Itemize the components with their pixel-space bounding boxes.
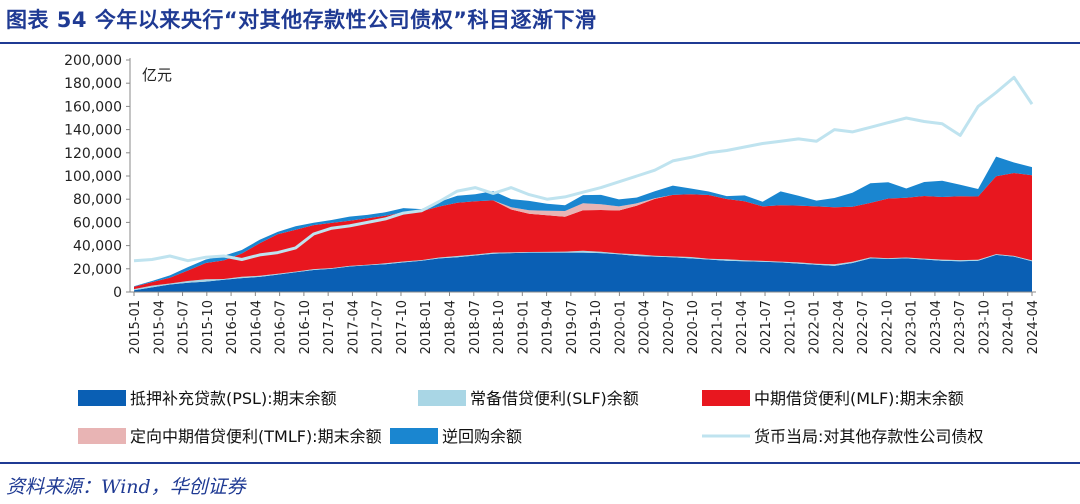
x-tick-label: 2020-04 — [638, 300, 653, 354]
x-tick-label: 2022-07 — [856, 300, 871, 354]
x-tick-label: 2021-01 — [710, 300, 725, 354]
x-tick-label: 2019-01 — [516, 300, 531, 354]
x-tick-label: 2023-04 — [929, 300, 944, 354]
x-tick-label: 2019-07 — [565, 300, 580, 354]
x-tick-label: 2016-10 — [298, 300, 313, 354]
x-tick-label: 2017-10 — [395, 300, 410, 354]
x-tick-label: 2020-01 — [613, 300, 628, 354]
legend-swatch-repo — [390, 428, 438, 444]
y-tick-label: 160,000 — [64, 99, 122, 115]
footer-rule — [0, 462, 1080, 464]
x-tick-label: 2022-10 — [880, 300, 895, 354]
source-note: 资料来源：Wind，华创证券 — [6, 476, 246, 498]
x-tick-label: 2017-04 — [346, 300, 361, 354]
legend-swatch-slf — [418, 390, 466, 406]
x-tick-label: 2024-04 — [1026, 300, 1041, 354]
legend: 抵押补充贷款(PSL):期末余额 常备借贷便利(SLF)余额 中期借贷便利(MLF)… — [78, 389, 983, 446]
x-tick-label: 2018-01 — [419, 300, 434, 354]
y-tick-label: 200,000 — [64, 53, 122, 69]
x-tick-label: 2015-07 — [177, 300, 192, 354]
x-tick-label: 2021-07 — [759, 300, 774, 354]
x-tick-label: 2024-01 — [1002, 300, 1017, 354]
legend-label-tmlf: 定向中期借贷便利(TMLF):期末余额 — [130, 427, 382, 446]
y-tick-label: 140,000 — [64, 123, 122, 139]
y-axis: 0 20,000 40,000 60,000 80,000 100,000 120,000 1… — [64, 53, 131, 301]
x-tick-label: 2023-10 — [977, 300, 992, 354]
x-tick-label: 2017-01 — [322, 300, 337, 354]
y-tick-label: 60,000 — [73, 215, 122, 231]
legend-label-psl: 抵押补充贷款(PSL):期末余额 — [130, 389, 337, 408]
legend-swatch-tmlf — [78, 428, 126, 444]
legend-swatch-psl — [78, 390, 126, 406]
x-tick-label: 2019-10 — [589, 300, 604, 354]
x-tick-label: 2023-07 — [953, 300, 968, 354]
x-tick-label: 2018-10 — [492, 300, 507, 354]
x-tick-label: 2022-01 — [808, 300, 823, 354]
legend-label-mlf: 中期借贷便利(MLF):期末余额 — [754, 389, 964, 408]
x-tick-label: 2021-04 — [735, 300, 750, 354]
y-unit-label: 亿元 — [142, 66, 172, 84]
x-tick-label: 2015-04 — [152, 300, 167, 354]
legend-label-repo: 逆回购余额 — [442, 427, 522, 446]
x-tick-label: 2015-01 — [128, 300, 143, 354]
x-tick-label: 2015-10 — [201, 300, 216, 354]
x-tick-label: 2021-10 — [783, 300, 798, 354]
x-tick-label: 2017-07 — [371, 300, 386, 354]
x-tick-label: 2022-04 — [832, 300, 847, 354]
figure-title: 图表 54 今年以来央行“对其他存款性公司债权”科目逐渐下滑 — [6, 8, 597, 32]
x-tick-label: 2018-04 — [444, 300, 459, 354]
y-tick-label: 180,000 — [64, 76, 122, 92]
y-tick-label: 0 — [113, 285, 122, 301]
claims-line — [133, 75, 1034, 263]
x-tick-label: 2018-07 — [468, 300, 483, 354]
x-tick-label: 2016-04 — [249, 300, 264, 354]
legend-swatch-mlf — [702, 390, 750, 406]
legend-label-claims: 货币当局:对其他存款性公司债权 — [754, 427, 983, 446]
title-rule — [0, 42, 1080, 44]
area-mlf — [134, 173, 1032, 290]
chart: 0 20,000 40,000 60,000 80,000 100,000 120,000 1… — [64, 53, 1041, 446]
y-tick-label: 40,000 — [73, 239, 122, 255]
x-tick-label: 2016-07 — [274, 300, 289, 354]
x-tick-label: 2023-01 — [905, 300, 920, 354]
claims-line-layer — [133, 75, 1034, 263]
x-tick-label: 2019-04 — [541, 300, 556, 354]
y-tick-label: 100,000 — [64, 169, 122, 185]
stacked-areas — [134, 156, 1032, 292]
x-tick-label: 2016-01 — [225, 300, 240, 354]
x-tick-label: 2020-07 — [662, 300, 677, 354]
y-tick-label: 120,000 — [64, 146, 122, 162]
x-tick-label: 2020-10 — [686, 300, 701, 354]
x-axis: 2015-01 2015-04 2015-07 2015-10 2016-01 2016-… — [128, 291, 1041, 354]
legend-label-slf: 常备借贷便利(SLF)余额 — [470, 389, 639, 408]
y-tick-label: 20,000 — [73, 262, 122, 278]
y-tick-label: 80,000 — [73, 192, 122, 208]
area-psl — [134, 252, 1032, 292]
